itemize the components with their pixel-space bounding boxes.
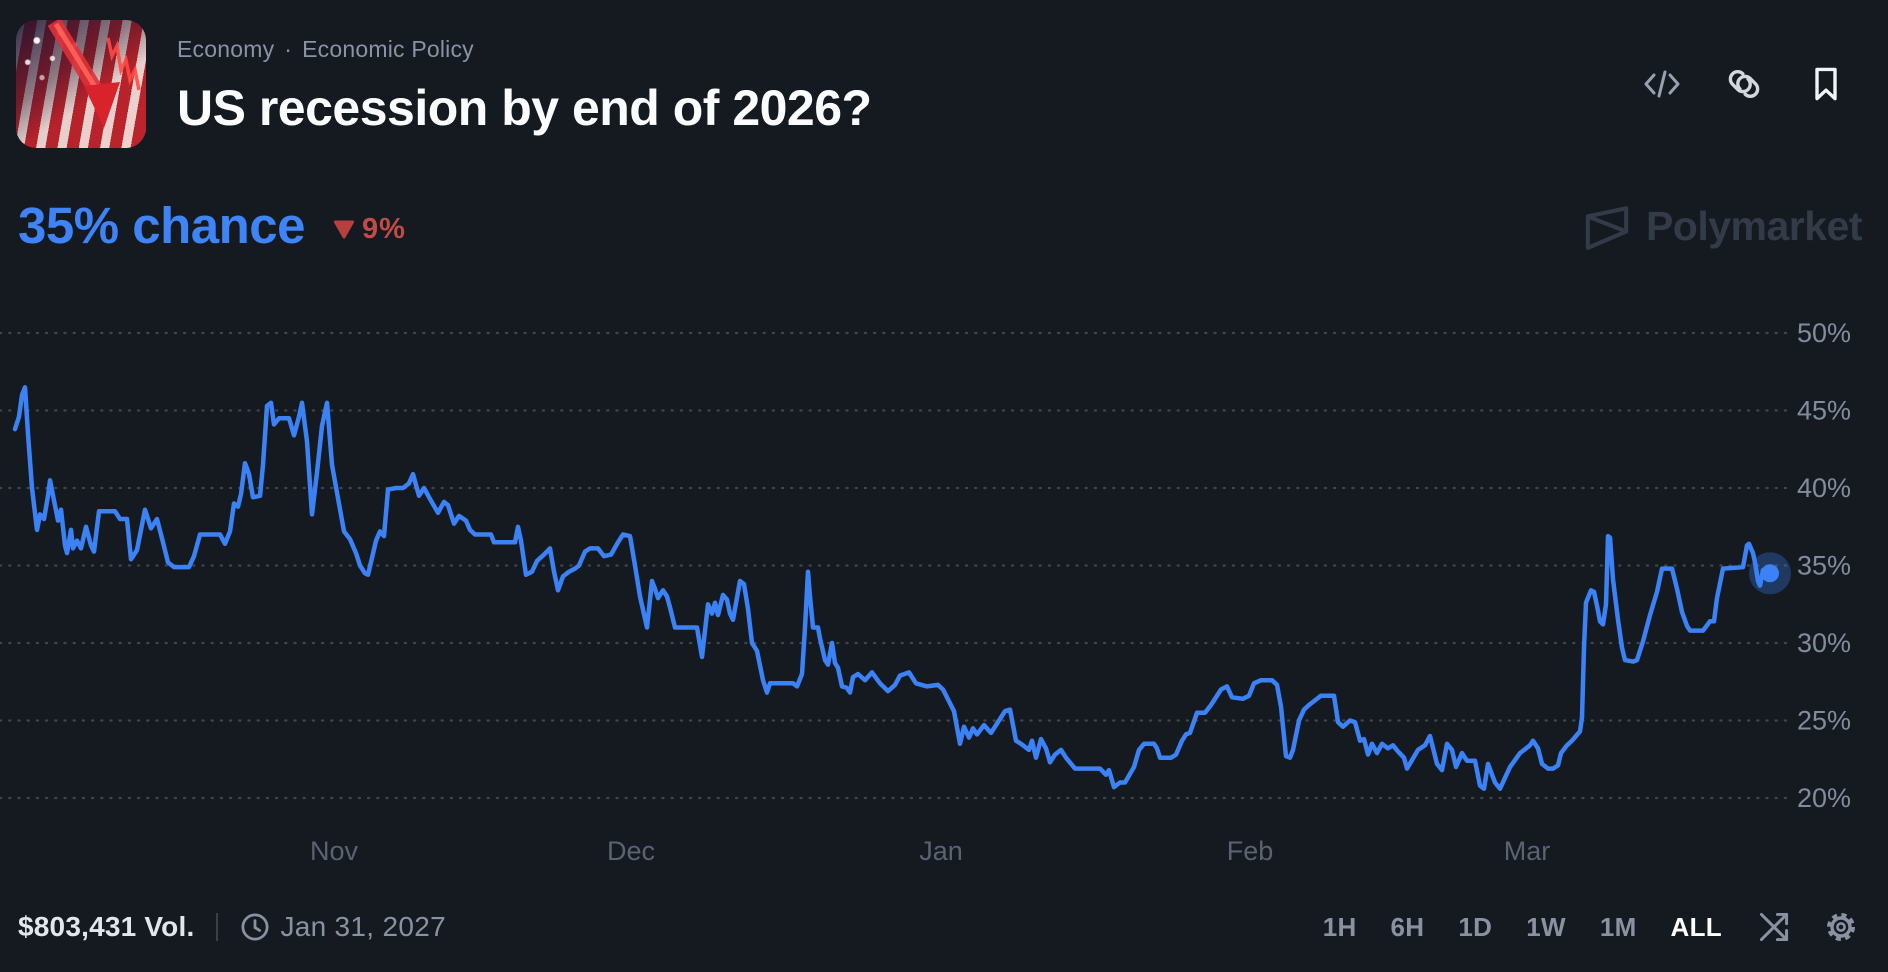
- end-date: Jan 31, 2027: [280, 911, 446, 942]
- breadcrumb-item-economic-policy[interactable]: Economic Policy: [302, 36, 474, 62]
- y-tick-label-40: 40%: [1797, 473, 1851, 503]
- last-point-dot: [1761, 564, 1779, 583]
- y-tick-label-30: 30%: [1797, 628, 1851, 658]
- range-button-6h[interactable]: 6H: [1389, 910, 1427, 945]
- y-tick-label-25: 25%: [1797, 706, 1851, 736]
- y-tick-label-45: 45%: [1797, 396, 1851, 426]
- footer-stats: $803,431 Vol. Jan 31, 2027: [18, 911, 446, 943]
- range-button-all[interactable]: ALL: [1669, 910, 1724, 945]
- probability-chart[interactable]: 50% 45% 40% 35% 30% 25% 20% Nov Dec Jan Feb Mar: [0, 260, 1888, 890]
- market-header: Economy · Economic Policy US recession by …: [177, 36, 872, 137]
- breadcrumb: Economy · Economic Policy: [177, 36, 872, 63]
- range-button-1w[interactable]: 1W: [1524, 910, 1568, 945]
- range-button-1d[interactable]: 1D: [1456, 910, 1494, 945]
- y-tick-label-50: 50%: [1797, 318, 1851, 348]
- watermark-brand: Polymarket: [1645, 202, 1863, 249]
- x-tick-label-mar: Mar: [1504, 836, 1551, 866]
- market-thumbnail: [16, 20, 146, 148]
- range-button-1m[interactable]: 1M: [1598, 910, 1639, 945]
- watermark: Polymarket: [1583, 200, 1863, 252]
- down-triangle-icon: [334, 220, 355, 239]
- range-buttons: 1H 6H 1D 1W 1M ALL: [1321, 910, 1724, 945]
- page-title: US recession by end of 2026?: [177, 80, 872, 136]
- x-tick-label-feb: Feb: [1227, 836, 1274, 866]
- resize-chart-icon[interactable]: [1758, 911, 1790, 943]
- breadcrumb-separator: ·: [284, 36, 293, 62]
- y-tick-label-35: 35%: [1797, 551, 1851, 581]
- breadcrumb-item-economy[interactable]: Economy: [177, 36, 275, 62]
- chance-row: 35% chance 9%: [18, 196, 406, 255]
- divider: [216, 913, 219, 941]
- embed-code-icon[interactable]: [1644, 66, 1680, 102]
- chart-footer: $803,431 Vol. Jan 31, 2027 1H 6H 1D 1W 1M ALL: [0, 903, 1888, 951]
- range-toolbar: 1H 6H 1D 1W 1M ALL: [1321, 910, 1858, 945]
- change-badge: 9%: [333, 213, 406, 246]
- chart-line-yes: [12, 385, 1773, 791]
- header-actions: [1644, 66, 1844, 102]
- flag-crash-arrow-graphic: [47, 20, 141, 128]
- bookmark-icon[interactable]: [1808, 66, 1844, 102]
- chance-value: 35% chance: [18, 197, 306, 254]
- range-button-1h[interactable]: 1H: [1321, 910, 1359, 945]
- clock-icon: [241, 913, 269, 941]
- volume-label: $803,431 Vol.: [18, 911, 195, 942]
- y-tick-label-20: 20%: [1797, 783, 1851, 813]
- copy-link-icon[interactable]: [1726, 66, 1762, 102]
- x-tick-label-nov: Nov: [310, 836, 359, 866]
- polymarket-logo: [1585, 206, 1629, 250]
- settings-icon[interactable]: [1824, 910, 1858, 944]
- x-tick-label-jan: Jan: [919, 836, 963, 866]
- change-value: 9%: [362, 213, 406, 245]
- x-tick-label-dec: Dec: [607, 836, 655, 866]
